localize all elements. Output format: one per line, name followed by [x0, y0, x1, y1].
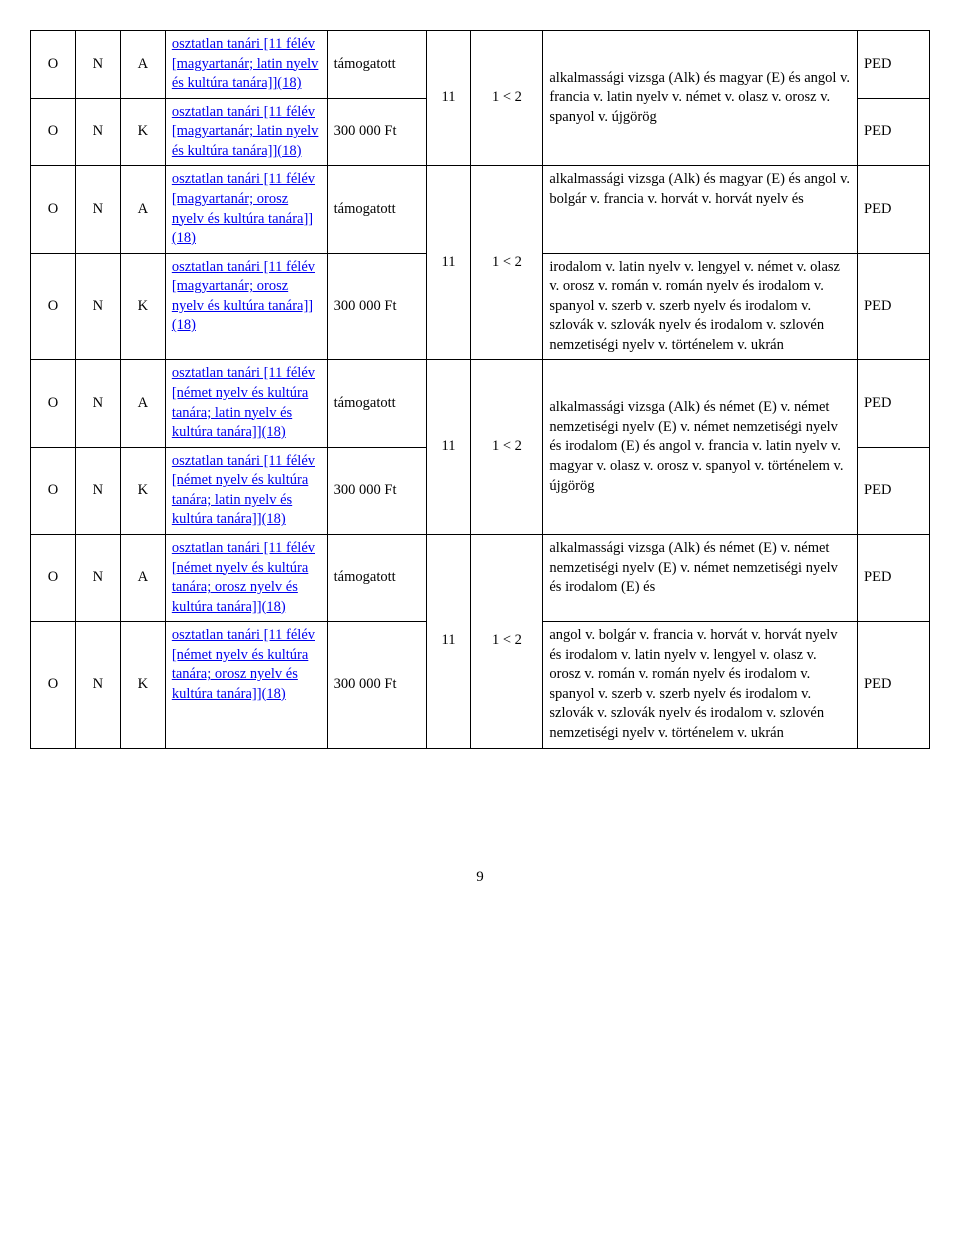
- cell-c4b: 300 000 Ft: [327, 447, 426, 534]
- cell-c2: N: [75, 31, 120, 99]
- cell-c2: N: [75, 98, 120, 166]
- cell-c5: 11: [426, 360, 471, 535]
- cell-c4: osztatlan tanári [11 félév [magyartanár;…: [165, 166, 327, 253]
- cell-c1: O: [31, 31, 76, 99]
- course-link[interactable]: osztatlan tanári [11 félév [magyartanár;…: [172, 171, 315, 246]
- cell-c1: O: [31, 534, 76, 621]
- cell-c8: irodalom v. latin nyelv v. lengyel v. né…: [543, 253, 858, 360]
- cell-c8: alkalmassági vizsga (Alk) és német (E) v…: [543, 534, 858, 621]
- cell-c3: A: [120, 166, 165, 253]
- cell-c4b: támogatott: [327, 166, 426, 253]
- cell-c4: osztatlan tanári [11 félév [német nyelv …: [165, 360, 327, 447]
- course-link[interactable]: osztatlan tanári [11 félév [magyartanár;…: [172, 36, 319, 91]
- cell-c3: K: [120, 253, 165, 360]
- cell-c2: N: [75, 622, 120, 748]
- cell-c1: O: [31, 622, 76, 748]
- cell-c1: O: [31, 360, 76, 447]
- cell-c9: PED: [858, 360, 930, 447]
- course-link[interactable]: osztatlan tanári [11 félév [német nyelv …: [172, 453, 315, 528]
- cell-c3: K: [120, 447, 165, 534]
- cell-c4b: 300 000 Ft: [327, 253, 426, 360]
- cell-c3: K: [120, 622, 165, 748]
- cell-c3: A: [120, 360, 165, 447]
- cell-c4b: 300 000 Ft: [327, 98, 426, 166]
- table-row: O N A osztatlan tanári [11 félév [német …: [31, 360, 930, 447]
- cell-c4b: támogatott: [327, 31, 426, 99]
- cell-c3: K: [120, 98, 165, 166]
- cell-c4b: támogatott: [327, 534, 426, 621]
- cell-c6: 1 < 2: [471, 534, 543, 748]
- cell-c4: osztatlan tanári [11 félév [magyartanár;…: [165, 31, 327, 99]
- course-link[interactable]: osztatlan tanári [11 félév [magyartanár;…: [172, 104, 319, 159]
- cell-c5: 11: [426, 31, 471, 166]
- cell-c3: A: [120, 31, 165, 99]
- cell-c2: N: [75, 360, 120, 447]
- cell-c2: N: [75, 534, 120, 621]
- cell-c2: N: [75, 447, 120, 534]
- table-row: O N A osztatlan tanári [11 félév [magyar…: [31, 166, 930, 253]
- cell-c6: 1 < 2: [471, 166, 543, 360]
- table-row: O N A osztatlan tanári [11 félév [magyar…: [31, 31, 930, 99]
- page-number: 9: [30, 869, 930, 886]
- cell-c5: 11: [426, 534, 471, 748]
- cell-c8: angol v. bolgár v. francia v. horvát v. …: [543, 622, 858, 748]
- data-table: O N A osztatlan tanári [11 félév [magyar…: [30, 30, 930, 749]
- cell-c6: 1 < 2: [471, 360, 543, 535]
- table-row: O N A osztatlan tanári [11 félév [német …: [31, 534, 930, 621]
- cell-c4: osztatlan tanári [11 félév [magyartanár;…: [165, 98, 327, 166]
- cell-c1: O: [31, 253, 76, 360]
- cell-c4b: 300 000 Ft: [327, 622, 426, 748]
- cell-c8: alkalmassági vizsga (Alk) és magyar (E) …: [543, 166, 858, 253]
- cell-c6: 1 < 2: [471, 31, 543, 166]
- cell-c9: PED: [858, 253, 930, 360]
- course-link[interactable]: osztatlan tanári [11 félév [német nyelv …: [172, 627, 315, 702]
- cell-c4: osztatlan tanári [11 félév [magyartanár;…: [165, 253, 327, 360]
- cell-c9: PED: [858, 98, 930, 166]
- cell-c9: PED: [858, 622, 930, 748]
- cell-c4: osztatlan tanári [11 félév [német nyelv …: [165, 447, 327, 534]
- cell-c1: O: [31, 166, 76, 253]
- cell-c4: osztatlan tanári [11 félév [német nyelv …: [165, 534, 327, 621]
- cell-c9: PED: [858, 447, 930, 534]
- cell-c1: O: [31, 98, 76, 166]
- cell-c8: alkalmassági vizsga (Alk) és német (E) v…: [543, 360, 858, 535]
- cell-c2: N: [75, 253, 120, 360]
- course-link[interactable]: osztatlan tanári [11 félév [magyartanár;…: [172, 259, 315, 334]
- cell-c1: O: [31, 447, 76, 534]
- cell-c9: PED: [858, 166, 930, 253]
- cell-c9: PED: [858, 534, 930, 621]
- cell-c4: osztatlan tanári [11 félév [német nyelv …: [165, 622, 327, 748]
- cell-c3: A: [120, 534, 165, 621]
- cell-c9: PED: [858, 31, 930, 99]
- course-link[interactable]: osztatlan tanári [11 félév [német nyelv …: [172, 540, 315, 615]
- course-link[interactable]: osztatlan tanári [11 félév [német nyelv …: [172, 365, 315, 440]
- cell-c8: alkalmassági vizsga (Alk) és magyar (E) …: [543, 31, 858, 166]
- cell-c5: 11: [426, 166, 471, 360]
- cell-c2: N: [75, 166, 120, 253]
- cell-c4b: támogatott: [327, 360, 426, 447]
